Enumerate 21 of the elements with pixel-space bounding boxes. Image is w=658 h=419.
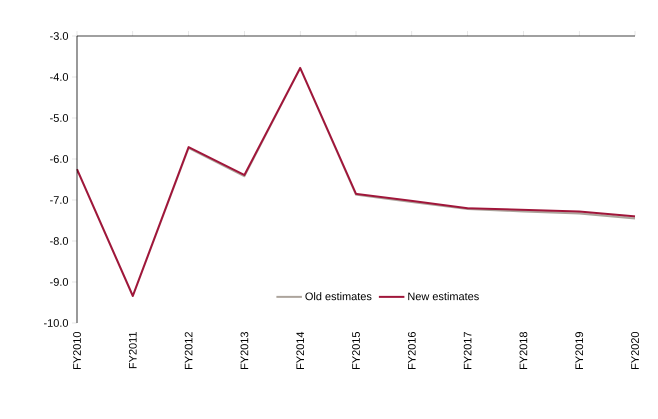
y-tick-label: -7.0 [50, 196, 68, 204]
y-tick-label: -10.0 [44, 319, 68, 327]
x-tick-label: FY2015 [352, 332, 360, 369]
x-tick-label: FY2018 [520, 332, 528, 369]
legend-label: Old estimates [305, 292, 372, 300]
x-tick-label: FY2010 [73, 332, 81, 369]
y-tick-label: -4.0 [50, 73, 68, 81]
y-tick-label: -8.0 [50, 237, 68, 245]
x-tick-label: FY2012 [184, 332, 192, 369]
y-tick-label: -3.0 [50, 32, 68, 40]
x-tick-label: FY2013 [240, 332, 248, 369]
y-tick-label: -6.0 [50, 155, 68, 163]
x-tick-label: FY2020 [631, 332, 639, 369]
x-tick-label: FY2019 [575, 332, 584, 369]
x-tick-label: FY2014 [296, 332, 304, 369]
y-tick-label: -9.0 [50, 278, 68, 286]
x-tick-label: FY2016 [408, 332, 416, 369]
y-tick-label: -5.0 [50, 114, 68, 122]
x-tick-label: FY2011 [128, 332, 137, 368]
x-tick-label: FY2017 [464, 332, 472, 369]
legend-label: New estimates [408, 292, 479, 300]
